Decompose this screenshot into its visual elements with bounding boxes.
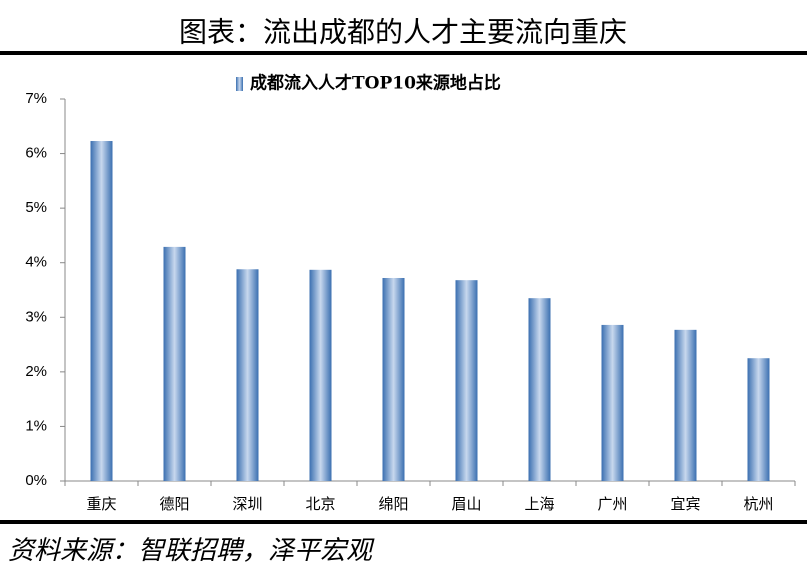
y-tick-label: 6% [25, 145, 47, 162]
x-tick-label: 德阳 [159, 495, 189, 513]
x-tick-label: 上海 [524, 495, 554, 513]
y-tick-label: 3% [25, 308, 47, 325]
y-tick-label: 4% [25, 254, 47, 271]
bar [382, 277, 405, 481]
bar [528, 298, 551, 481]
y-tick-label: 2% [25, 363, 47, 380]
title-rule [0, 51, 807, 55]
bar [309, 269, 332, 481]
x-tick-label: 眉山 [451, 495, 481, 513]
y-tick-label: 1% [25, 417, 47, 434]
bar [236, 269, 259, 481]
x-tick-label: 深圳 [232, 495, 262, 513]
y-tick-label: 0% [25, 472, 47, 489]
y-tick-label: 5% [25, 199, 47, 216]
x-tick-label: 广州 [597, 495, 627, 513]
bar [747, 358, 770, 481]
x-tick-label: 绵阳 [378, 495, 408, 513]
legend-label: 成都流入人才TOP10来源地占比 [250, 73, 501, 94]
x-tick-label: 杭州 [743, 495, 773, 513]
bar [601, 324, 624, 481]
source: 资料来源：智联招聘，泽平宏观 [8, 536, 375, 566]
chart-title: 图表：流出成都的人才主要流向重庆 [179, 16, 627, 49]
x-tick-label: 重庆 [86, 495, 116, 513]
bar [163, 246, 186, 481]
y-tick-label: 7% [25, 90, 47, 107]
bar [455, 280, 478, 481]
bar [90, 141, 113, 481]
x-tick-label: 宜宾 [670, 495, 700, 513]
legend-marker [236, 77, 243, 91]
source-rule [0, 520, 807, 524]
bar [674, 329, 697, 481]
x-tick-label: 北京 [305, 495, 335, 513]
